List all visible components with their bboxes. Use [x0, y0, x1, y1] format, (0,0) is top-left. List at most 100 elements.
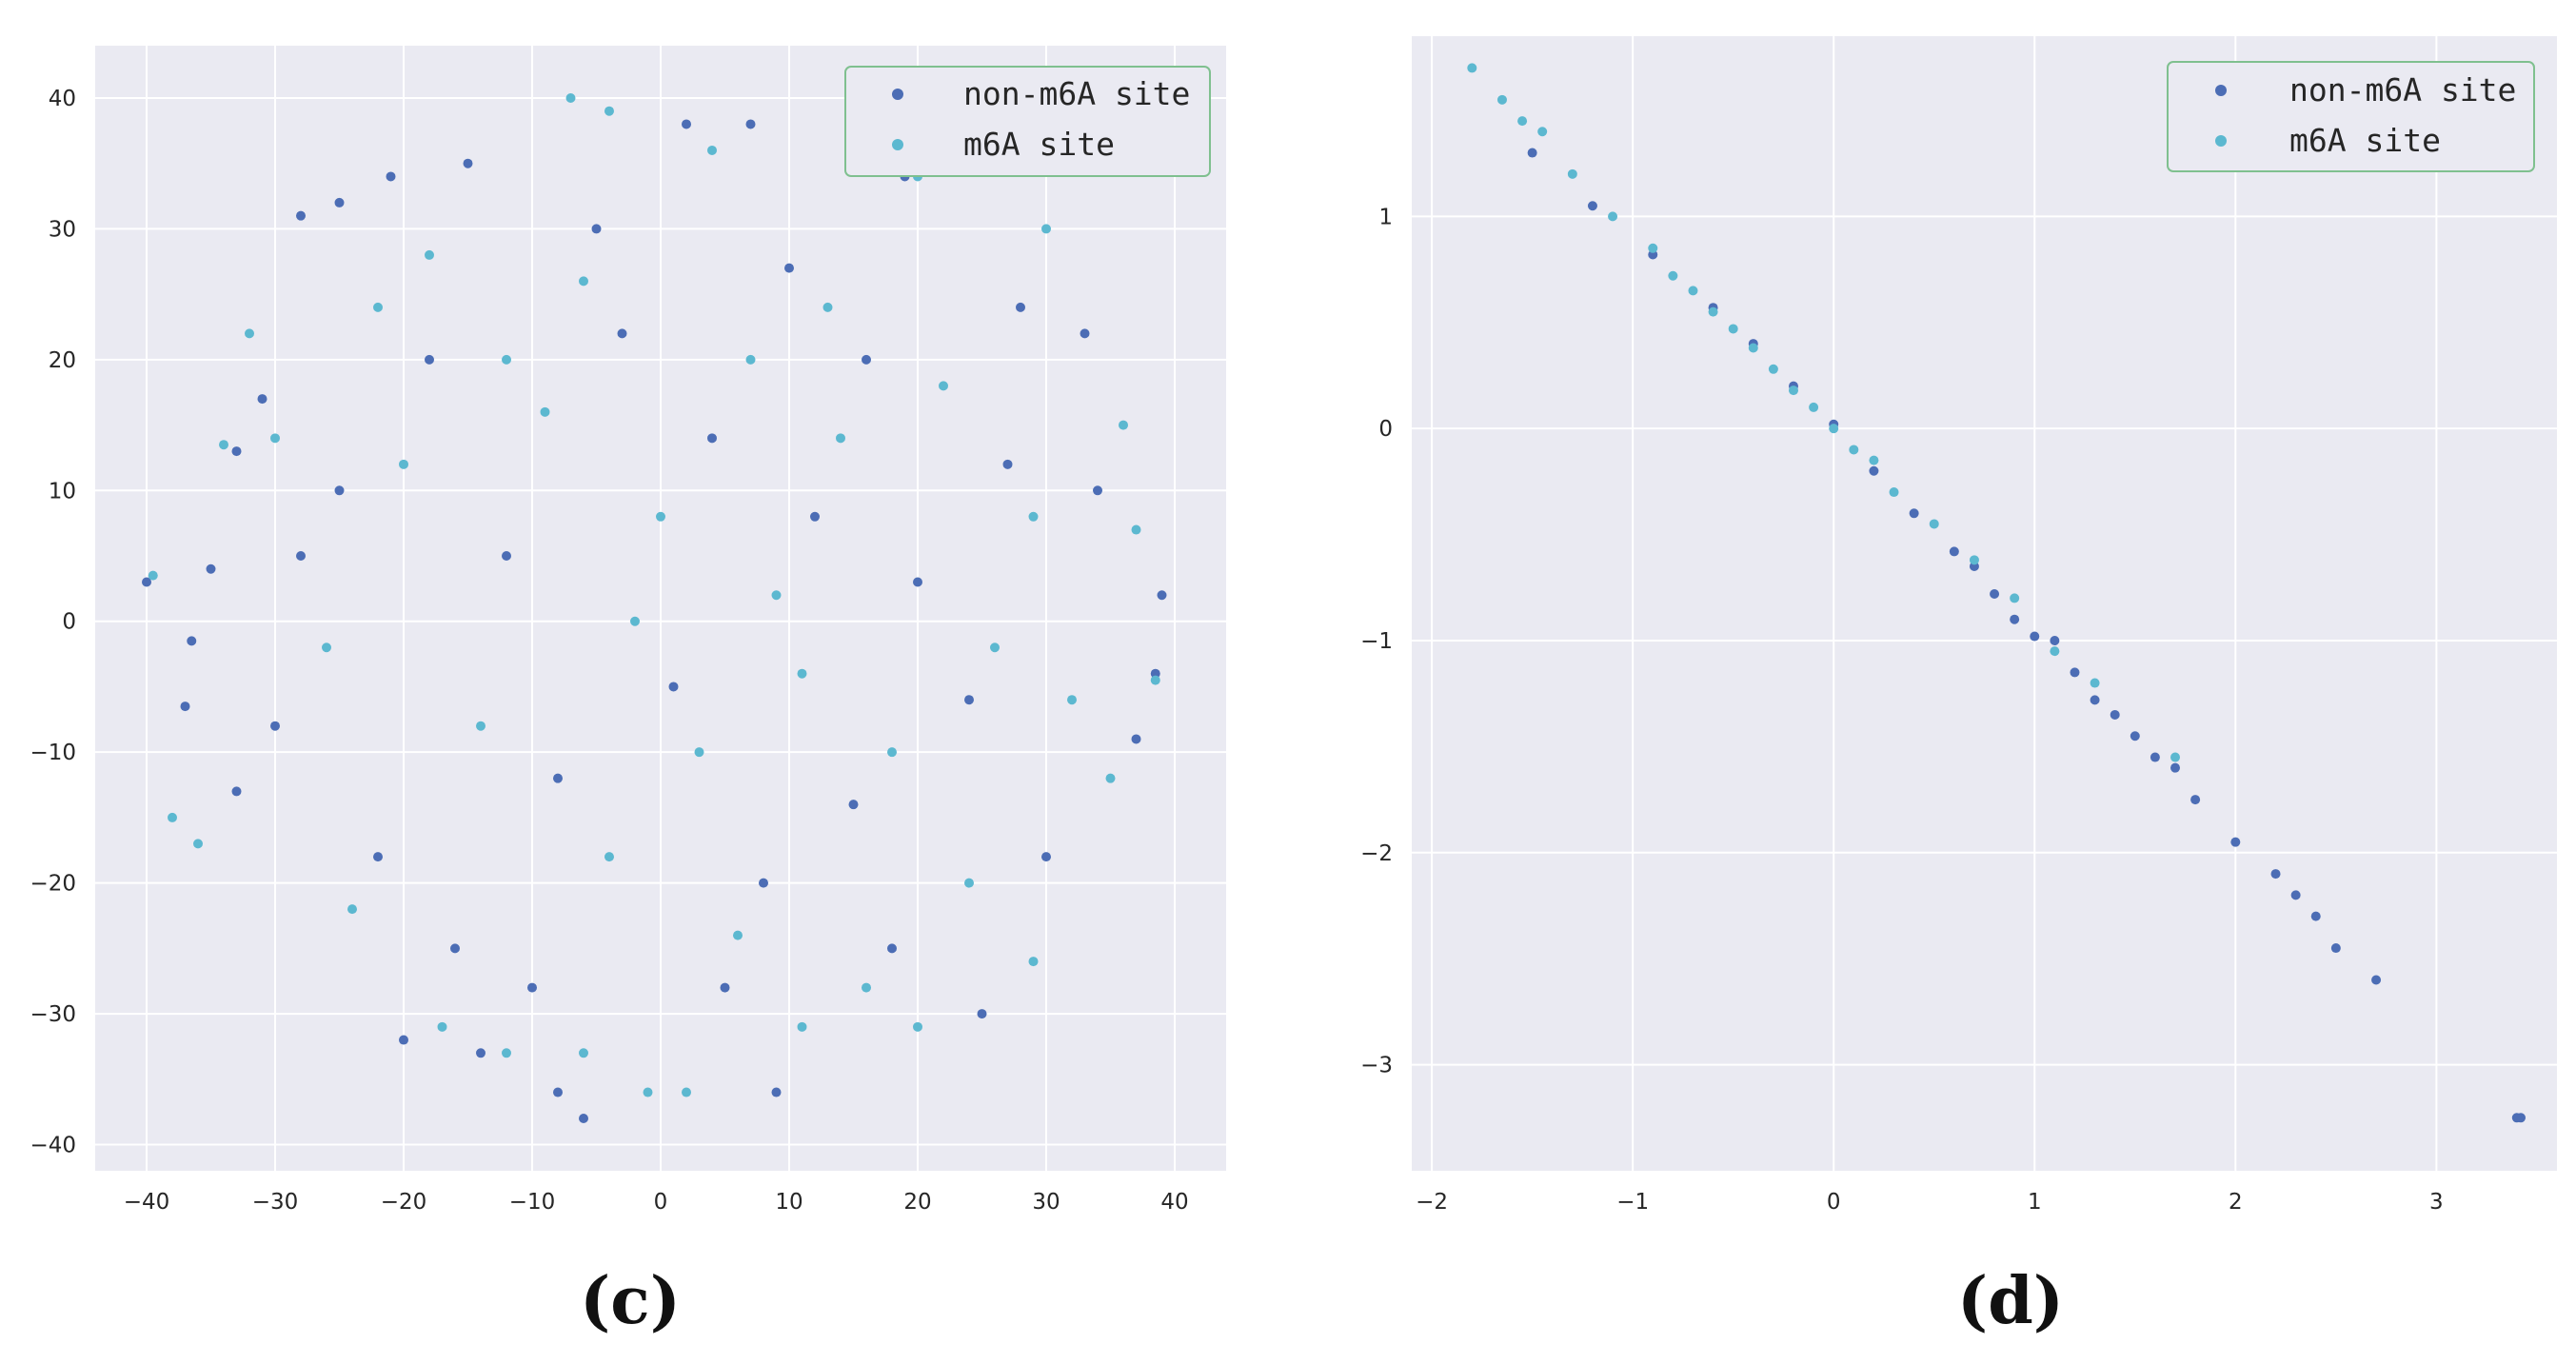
panel-d-point-non-m6a — [2090, 695, 2100, 705]
panel-d-point-m6a — [1467, 63, 1477, 73]
panel-d-point-non-m6a — [2010, 614, 2020, 624]
panel-c-point-m6a — [707, 145, 717, 155]
panel-d-ytick-label: 0 — [1378, 417, 1393, 442]
panel-d-point-non-m6a — [2371, 975, 2382, 985]
panel-d-point-m6a — [2010, 593, 2020, 603]
panel-c-point-non-m6a — [1157, 590, 1167, 601]
panel-c-ytick-label: 40 — [49, 87, 76, 111]
panel-c-point-non-m6a — [887, 943, 897, 954]
panel-c-point-m6a — [797, 668, 807, 679]
panel-c-point-m6a — [1028, 511, 1039, 522]
panel-d-point-m6a — [2170, 752, 2180, 762]
panel-c-xtick-label: 40 — [1160, 1190, 1188, 1215]
panel-d-point-m6a — [1789, 385, 1798, 396]
panel-d-xtick-label: −1 — [1616, 1190, 1649, 1215]
panel-c-point-non-m6a — [270, 721, 280, 731]
panel-d-point-m6a — [1849, 445, 1859, 455]
panel-c-point-non-m6a — [913, 577, 922, 587]
panel-c-ytick-label: −20 — [30, 872, 76, 897]
panel-c-point-non-m6a — [617, 328, 627, 339]
panel-c-point-non-m6a — [1080, 328, 1090, 339]
panel-d-point-m6a — [1969, 555, 1979, 565]
panel-d-point-non-m6a — [2190, 795, 2201, 805]
panel-d-point-non-m6a — [2290, 890, 2301, 900]
panel-c-point-non-m6a — [296, 551, 306, 562]
panel-c-point-m6a — [656, 511, 665, 522]
panel-c-point-non-m6a — [334, 485, 345, 496]
panel-c-point-m6a — [913, 1021, 922, 1032]
panel-d-point-non-m6a — [2050, 635, 2060, 645]
panel-d-point-m6a — [1668, 270, 1678, 281]
panel-c-point-m6a — [964, 878, 974, 888]
panel-c-point-non-m6a — [977, 1009, 987, 1019]
panel-d-point-m6a — [1889, 487, 1899, 498]
panel-d-point-m6a — [2090, 678, 2100, 688]
panel-c-point-non-m6a — [476, 1048, 485, 1058]
panel-c-point-m6a — [540, 406, 550, 417]
panel-c-ytick-label: 0 — [62, 610, 76, 635]
panel-c-point-non-m6a — [1093, 485, 1102, 496]
panel-d-point-m6a — [1567, 168, 1577, 179]
panel-c-point-m6a — [643, 1087, 653, 1097]
panel-c-point-m6a — [771, 590, 782, 601]
panel-c-point-m6a — [1131, 524, 1141, 535]
panel-d-legend-box — [2167, 61, 2535, 172]
panel-c-point-m6a — [822, 302, 833, 312]
panel-d-legend-label-m6a: m6A site — [2289, 122, 2441, 159]
panel-c-point-m6a — [565, 92, 576, 103]
panel-d-point-m6a — [1708, 306, 1718, 317]
panel-d-grid — [1412, 36, 2557, 1171]
panel-d-point-m6a — [1537, 127, 1548, 137]
panel-c-point-non-m6a — [553, 1087, 563, 1097]
panel-d-ytick-label: −3 — [1360, 1054, 1393, 1078]
panel-d-legend-marker-m6a — [2215, 135, 2227, 147]
panel-c-point-m6a — [373, 302, 383, 312]
panel-c-point-m6a — [604, 106, 614, 116]
panel-c-ytick-label: 20 — [49, 348, 76, 373]
panel-c-point-m6a — [887, 747, 897, 758]
panel-c-ytick-label: 30 — [49, 217, 76, 242]
panel-c-point-m6a — [425, 249, 434, 260]
panel-d-xtick-label: 2 — [2229, 1190, 2243, 1215]
panel-d-point-m6a — [1809, 402, 1819, 412]
panel-d-point-m6a — [1829, 424, 1839, 434]
panel-c-point-m6a — [168, 812, 177, 822]
panel-c-point-non-m6a — [707, 433, 717, 444]
panel-d-xtick-label: −2 — [1416, 1190, 1448, 1215]
panel-d-legend-marker-non-m6a — [2215, 85, 2227, 96]
panel-c-point-non-m6a — [720, 982, 730, 993]
panel-d-xtick-label: 1 — [2028, 1190, 2042, 1215]
panel-c-point-m6a — [939, 381, 948, 391]
panel-c-point-non-m6a — [784, 263, 794, 273]
panel-c-xtick-label: −30 — [252, 1190, 299, 1215]
panel-c-xtick-label: −10 — [509, 1190, 556, 1215]
panel-c-point-m6a — [694, 747, 704, 758]
panel-c-point-m6a — [1041, 224, 1051, 234]
panel-c-point-non-m6a — [668, 682, 679, 692]
panel-c-legend-label-non-m6a: non-m6A site — [963, 75, 1190, 112]
panel-c-point-non-m6a — [964, 695, 974, 705]
panel-c-point-non-m6a — [1002, 459, 1013, 469]
panel-c-xtick-label: 20 — [903, 1190, 931, 1215]
panel-c-point-non-m6a — [745, 119, 756, 129]
panel-c-xtick-label: 30 — [1032, 1190, 1060, 1215]
panel-d-point-m6a — [1517, 116, 1528, 127]
panel-d-point-non-m6a — [2070, 667, 2080, 678]
panel-c-point-m6a — [1105, 773, 1116, 783]
panel-d-point-non-m6a — [2030, 631, 2040, 642]
panel-c-xtick-label: −40 — [124, 1190, 170, 1215]
panel-c-point-m6a — [862, 982, 871, 993]
panel-c-point-m6a — [502, 354, 511, 365]
panel-c-point-non-m6a — [862, 354, 871, 365]
panel-c-point-m6a — [270, 433, 280, 444]
panel-d-point-non-m6a — [1949, 546, 1959, 557]
panel-c-caption: (c) — [580, 1263, 681, 1339]
panel-d-legend-label-non-m6a: non-m6A site — [2289, 71, 2516, 109]
panel-c-xtick-label: −20 — [381, 1190, 427, 1215]
panel-c-point-m6a — [219, 440, 228, 450]
panel-c-ytick-label: −10 — [30, 741, 76, 765]
panel-d-point-m6a — [1608, 211, 1618, 222]
panel-c-legend-box — [844, 66, 1211, 177]
panel-d-point-non-m6a — [2110, 709, 2120, 720]
